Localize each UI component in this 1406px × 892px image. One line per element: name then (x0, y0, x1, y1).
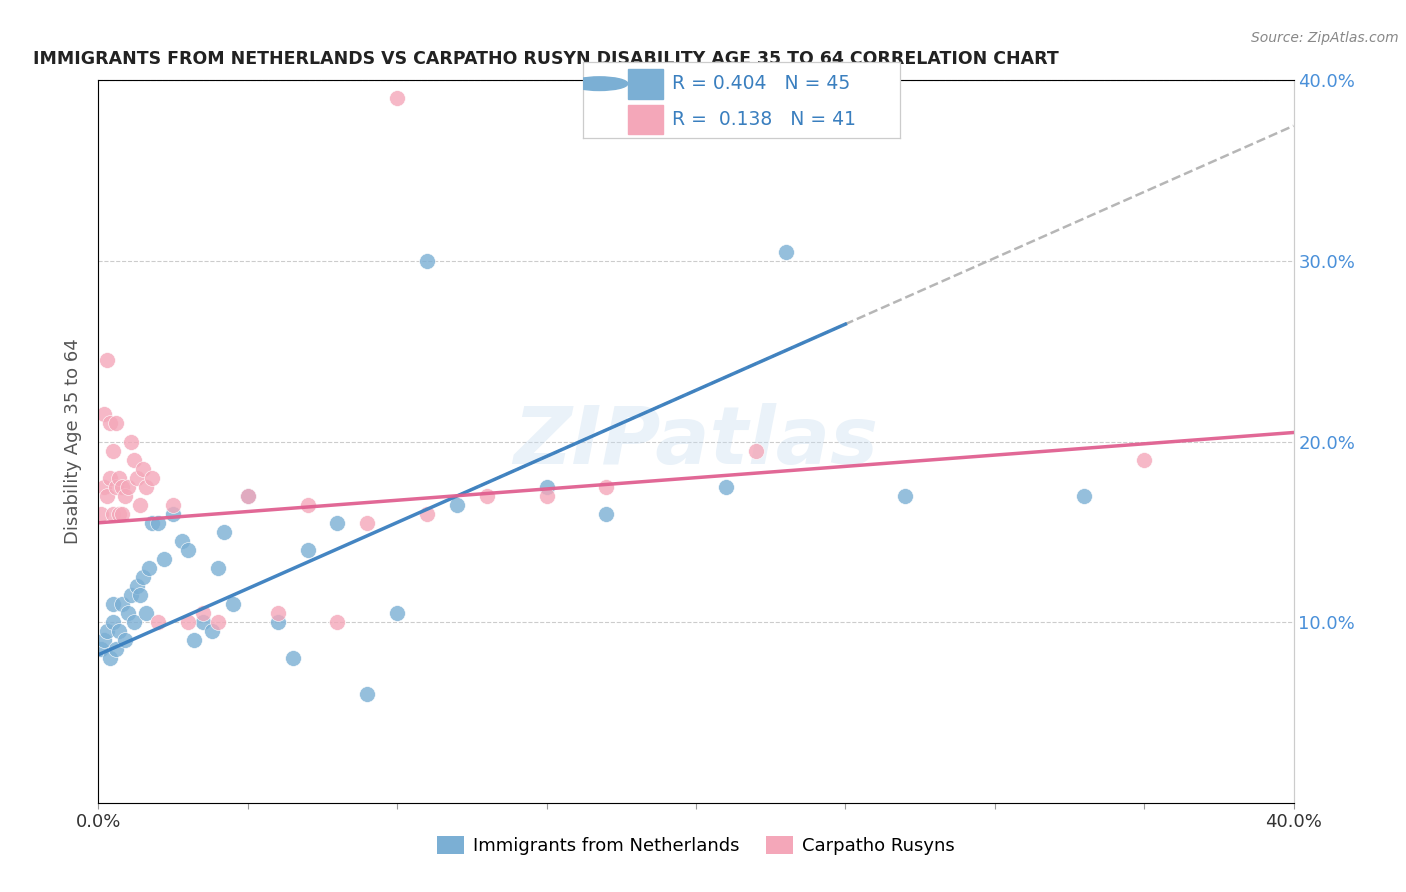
Point (111, 597, 134, 611)
Point (207, 615, 229, 630)
Point (103, 597, 125, 611)
Point (111, 507, 134, 521)
Point (93, 633, 115, 648)
Point (446, 498, 468, 512)
Text: R =  0.138   N = 41: R = 0.138 N = 41 (672, 110, 856, 128)
Point (714, 480, 737, 494)
Point (356, 687, 378, 701)
Text: IMMIGRANTS FROM NETHERLANDS VS CARPATHO RUSYN DISABILITY AGE 35 TO 64 CORRELATIO: IMMIGRANTS FROM NETHERLANDS VS CARPATHO … (32, 50, 1059, 68)
Point (135, 606, 157, 620)
Point (297, 498, 319, 512)
Point (114, 489, 136, 503)
Point (120, 434, 142, 449)
Point (297, 542, 319, 557)
Point (183, 633, 205, 648)
Point (138, 561, 160, 575)
Point (90, 507, 112, 521)
Point (105, 417, 128, 431)
Point (177, 542, 200, 557)
Point (98, 651, 122, 665)
Point (120, 588, 142, 602)
Circle shape (571, 77, 627, 90)
Point (1073, 489, 1095, 503)
Point (141, 516, 163, 530)
Point (172, 533, 194, 548)
Point (212, 524, 235, 539)
Bar (627, 105, 662, 134)
Point (416, 507, 439, 521)
Point (127, 471, 149, 485)
Point (356, 516, 378, 530)
Point (191, 615, 214, 630)
Point (98, 417, 122, 431)
Point (475, 489, 498, 503)
Point (207, 561, 229, 575)
Point (108, 507, 131, 521)
Point (745, 443, 768, 458)
Point (124, 615, 146, 630)
Point (148, 516, 170, 530)
Text: R = 0.404   N = 45: R = 0.404 N = 45 (672, 74, 851, 93)
Point (105, 642, 128, 657)
Bar (627, 69, 662, 99)
Point (153, 552, 176, 566)
Point (90, 642, 112, 657)
Point (96, 624, 118, 639)
Point (108, 471, 131, 485)
Point (114, 633, 136, 648)
Point (595, 480, 617, 494)
Point (129, 498, 152, 512)
Point (536, 489, 558, 503)
Point (124, 452, 146, 467)
Point (162, 507, 184, 521)
Point (162, 498, 184, 512)
Point (177, 615, 200, 630)
Point (201, 624, 224, 639)
Point (1133, 452, 1156, 467)
Point (191, 606, 214, 620)
Point (93, 408, 115, 422)
Point (103, 443, 125, 458)
Point (132, 570, 155, 584)
Text: ZIPatlas: ZIPatlas (513, 402, 879, 481)
Point (148, 615, 170, 630)
Y-axis label: Disability Age 35 to 64: Disability Age 35 to 64 (65, 339, 83, 544)
Point (385, 91, 409, 105)
Point (281, 651, 304, 665)
Point (536, 480, 558, 494)
Point (326, 516, 349, 530)
Point (98, 471, 122, 485)
Point (595, 507, 617, 521)
Point (222, 597, 245, 611)
Point (103, 507, 125, 521)
Legend: Immigrants from Netherlands, Carpatho Rusyns: Immigrants from Netherlands, Carpatho Ru… (429, 830, 963, 863)
Point (267, 606, 290, 620)
Point (267, 615, 290, 630)
Point (775, 244, 797, 259)
Point (326, 615, 349, 630)
Point (108, 624, 131, 639)
Point (416, 254, 439, 268)
Point (385, 606, 409, 620)
Point (894, 489, 917, 503)
Point (141, 471, 163, 485)
Text: Source: ZipAtlas.com: Source: ZipAtlas.com (1251, 31, 1399, 45)
Point (236, 489, 259, 503)
Point (96, 353, 118, 368)
Point (129, 588, 152, 602)
Point (96, 489, 118, 503)
Point (111, 480, 134, 494)
Point (135, 480, 157, 494)
Point (93, 480, 115, 494)
Point (236, 489, 259, 503)
Point (117, 480, 139, 494)
Point (105, 480, 128, 494)
Point (132, 461, 155, 475)
Point (127, 579, 149, 593)
Point (117, 606, 139, 620)
Point (103, 615, 125, 630)
